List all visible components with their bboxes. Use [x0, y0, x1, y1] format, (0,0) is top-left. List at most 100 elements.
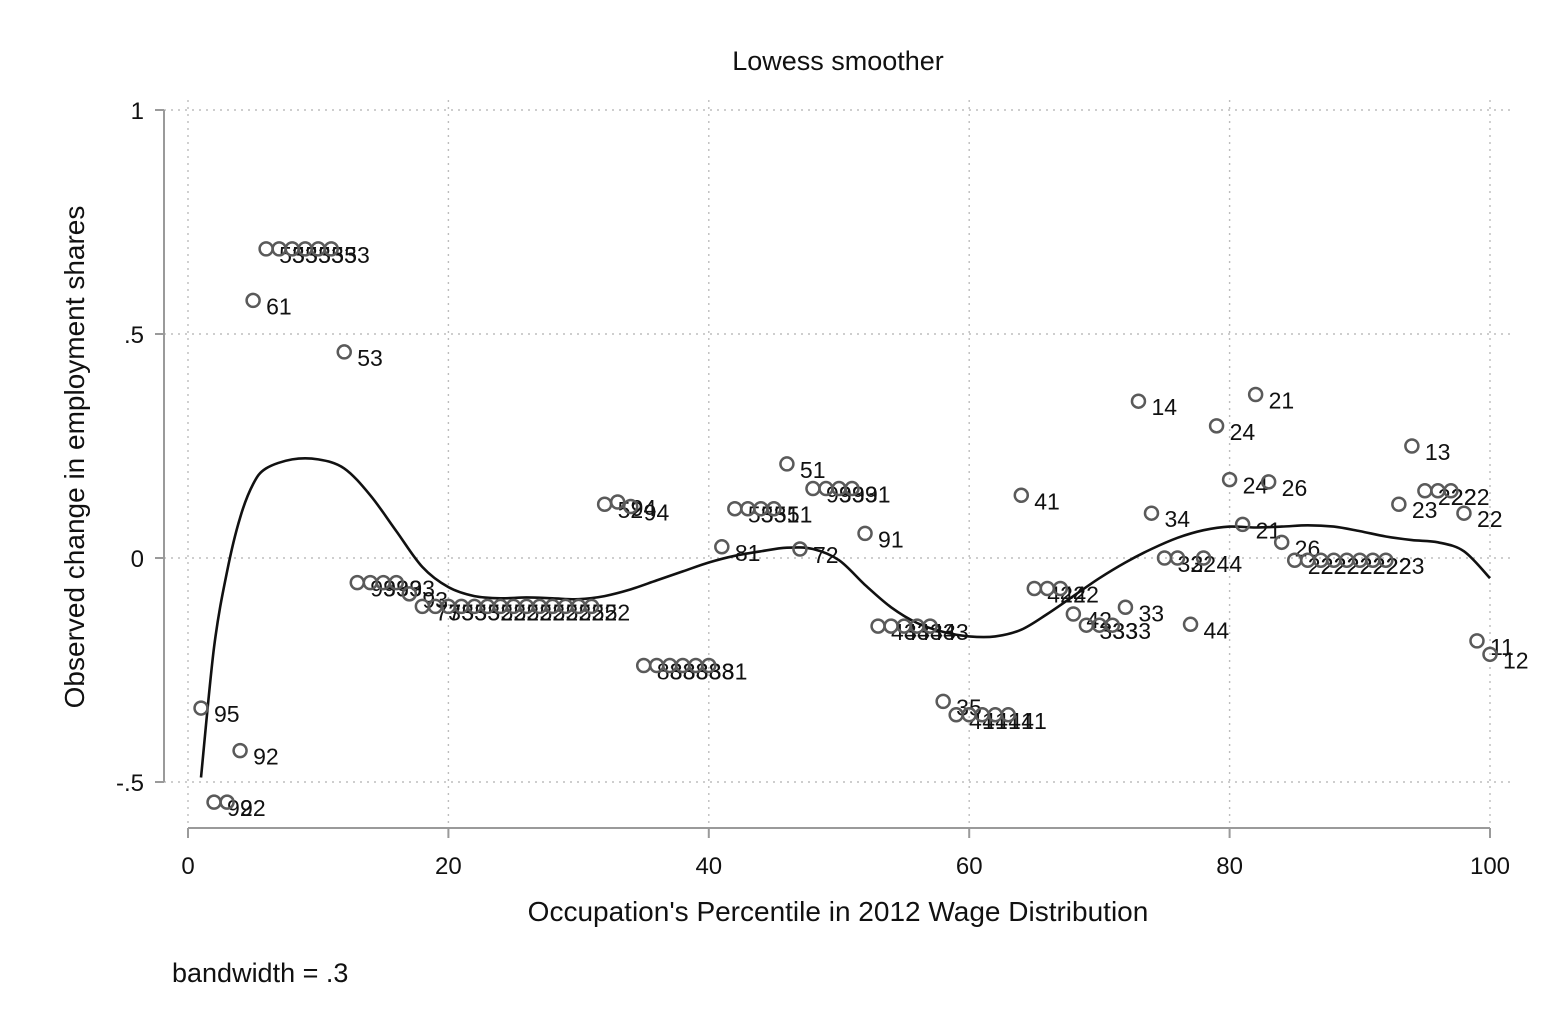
point-marker [1221, 471, 1238, 488]
point-label: 51 [800, 457, 826, 483]
point-marker [609, 494, 626, 510]
point-marker [779, 456, 795, 472]
point-marker [857, 525, 873, 542]
data-point: 41 [1013, 487, 1060, 514]
y-tick-label-2: .5 [124, 322, 144, 349]
tick-labels: -.5 0 .5 1 0 20 40 60 80 100 [116, 98, 1510, 880]
point-marker [401, 586, 418, 602]
data-point: 51 [779, 456, 826, 483]
point-label: 22 [1477, 506, 1503, 532]
point-marker [1208, 418, 1225, 434]
point-label: 92 [253, 744, 279, 770]
point-label: 52 [605, 599, 631, 625]
point-marker [1469, 633, 1485, 649]
point-label: 51 [787, 502, 813, 528]
point-marker [622, 498, 639, 515]
y-tick-label-1: 0 [131, 546, 144, 573]
point-marker [1456, 505, 1472, 521]
point-marker [1182, 616, 1199, 633]
point-marker [1169, 550, 1186, 566]
data-point: 42 [1039, 580, 1086, 607]
data-point: 23 [1391, 496, 1438, 523]
data-point: 91 [857, 525, 904, 552]
point-label: 41 [1021, 708, 1047, 734]
point-marker [219, 794, 235, 810]
point-label: 22 [1464, 484, 1490, 510]
point-label: 23 [1412, 497, 1438, 523]
x-tick-label-4: 80 [1216, 853, 1243, 880]
point-label: 94 [644, 499, 670, 525]
data-point: 53 [323, 241, 370, 268]
point-marker [1378, 552, 1394, 568]
point-label: 23 [1399, 553, 1425, 579]
data-point: 51 [766, 500, 813, 528]
data-point: 13 [1404, 438, 1451, 465]
data-point: 92 [206, 794, 253, 821]
point-label: 53 [357, 345, 383, 371]
grid-lines [164, 100, 1515, 828]
y-axis-label: Observed change in employment shares [59, 206, 90, 709]
point-marker [792, 541, 808, 557]
point-marker [1404, 438, 1420, 454]
data-point: 44 [1182, 616, 1229, 643]
data-point: 23 [1378, 552, 1425, 579]
data-point: 81 [701, 657, 747, 685]
data-point: 94 [622, 498, 670, 525]
point-marker [1273, 534, 1290, 551]
data-point: 61 [245, 292, 292, 319]
lowess-curve-group [199, 456, 1491, 778]
data-point: 94 [609, 494, 657, 521]
bandwidth-note: bandwidth = .3 [172, 958, 348, 988]
data-point: 52 [583, 598, 631, 625]
point-label: 94 [631, 495, 657, 521]
data-point: 14 [1130, 393, 1177, 420]
point-marker [1247, 386, 1264, 403]
point-marker [714, 539, 730, 555]
point-label: 91 [865, 482, 891, 508]
data-point: 95 [193, 700, 240, 727]
chart-title: Lowess smoother [732, 46, 944, 76]
point-label: 53 [344, 242, 370, 268]
data-point: 26 [1260, 474, 1307, 501]
point-marker [245, 292, 261, 309]
data-point: 33 [1104, 617, 1151, 644]
point-marker [844, 480, 860, 497]
point-marker [935, 693, 951, 710]
data-point: 41 [1000, 707, 1047, 734]
axes [155, 109, 1491, 838]
data-point: 34 [1143, 505, 1190, 532]
x-tick-label-2: 40 [695, 853, 722, 880]
point-marker [193, 700, 209, 716]
point-marker [323, 241, 339, 257]
point-label: 24 [1230, 419, 1256, 445]
point-label: 33 [1138, 600, 1164, 626]
data-point: 21 [1247, 386, 1294, 413]
data-point: 92 [232, 742, 279, 770]
point-marker [583, 598, 600, 615]
point-label: 52 [618, 497, 644, 523]
data-point: 52 [596, 496, 644, 523]
point-label: 33 [1125, 618, 1151, 644]
point-marker [1013, 487, 1030, 504]
point-marker [766, 500, 782, 517]
point-marker [1130, 393, 1147, 409]
point-label: 34 [1164, 506, 1190, 532]
point-label: 72 [813, 542, 839, 568]
point-label: 13 [1425, 439, 1451, 465]
point-marker [388, 574, 405, 591]
point-label: 61 [266, 293, 292, 319]
point-marker [1260, 474, 1277, 490]
point-label: 12 [1503, 647, 1529, 673]
data-point: 72 [792, 541, 839, 568]
data-point: 24 [1208, 418, 1256, 445]
data-point: 42 [1052, 580, 1099, 607]
point-label: 81 [735, 540, 761, 566]
data-point: 53 [336, 344, 383, 371]
data-point: 22 [1456, 505, 1503, 532]
point-marker [1117, 599, 1134, 616]
point-marker [701, 657, 717, 674]
point-label: 44 [1217, 551, 1243, 577]
point-marker [1234, 516, 1251, 533]
